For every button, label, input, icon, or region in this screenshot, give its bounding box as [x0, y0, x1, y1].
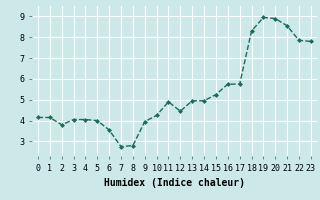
X-axis label: Humidex (Indice chaleur): Humidex (Indice chaleur)	[104, 178, 245, 188]
